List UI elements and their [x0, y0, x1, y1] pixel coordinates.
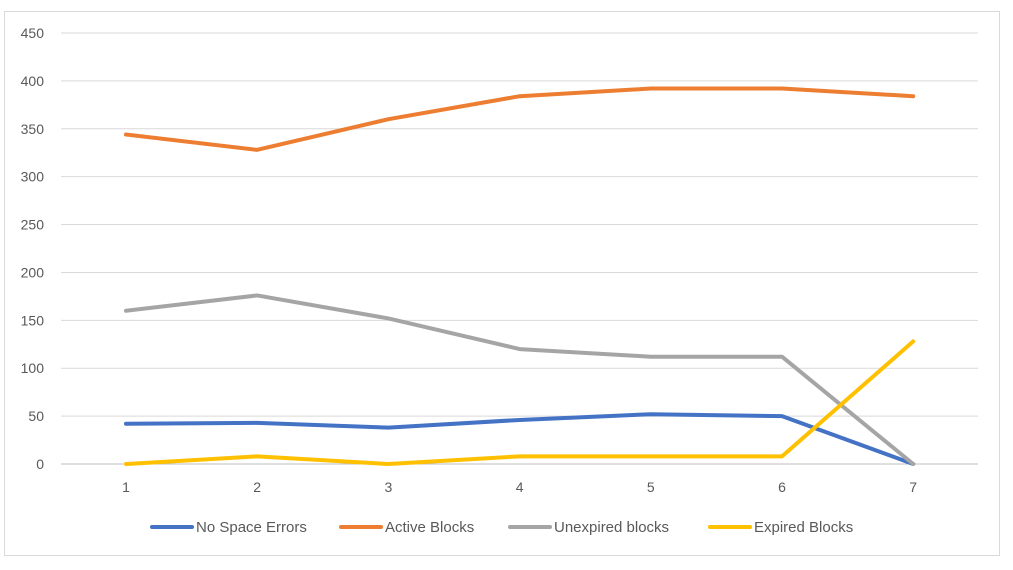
y-tick-label: 0	[36, 456, 44, 472]
series-line-no-space-errors	[124, 412, 916, 466]
x-tick-label: 2	[253, 479, 261, 495]
y-tick-label: 400	[21, 73, 45, 89]
y-tick-label: 150	[21, 312, 45, 328]
series-lines	[124, 86, 916, 466]
legend-label-unexpired-blocks: Unexpired blocks	[554, 519, 669, 536]
y-axis-ticks: 0 50 100 150 200 250 300 350 400 450	[21, 25, 45, 472]
legend-label-active-blocks: Active Blocks	[385, 519, 474, 536]
series-line-active-blocks	[124, 86, 916, 152]
gridlines	[61, 32, 978, 465]
x-tick-label: 5	[647, 479, 655, 495]
legend-label-expired-blocks: Expired Blocks	[754, 519, 853, 536]
x-tick-label: 6	[778, 479, 786, 495]
legend-label-no-space-errors: No Space Errors	[196, 519, 307, 536]
x-tick-label: 7	[909, 479, 917, 495]
x-tick-label: 1	[122, 479, 130, 495]
y-tick-label: 250	[21, 217, 45, 233]
series-line-unexpired-blocks	[124, 293, 916, 466]
y-tick-label: 300	[21, 169, 45, 185]
chart-frame	[4, 11, 1000, 556]
series-line-expired-blocks	[124, 339, 916, 466]
x-tick-label: 3	[385, 479, 393, 495]
y-tick-label: 200	[21, 264, 45, 280]
y-tick-label: 450	[21, 25, 45, 41]
x-tick-label: 4	[516, 479, 524, 495]
y-tick-label: 100	[21, 360, 45, 376]
y-tick-label: 50	[28, 408, 44, 424]
x-axis-ticks: 1 2 3 4 5 6 7	[122, 479, 917, 495]
legend: No Space Errors Active Blocks Unexpired bl…	[150, 519, 853, 536]
y-tick-label: 350	[21, 121, 45, 137]
